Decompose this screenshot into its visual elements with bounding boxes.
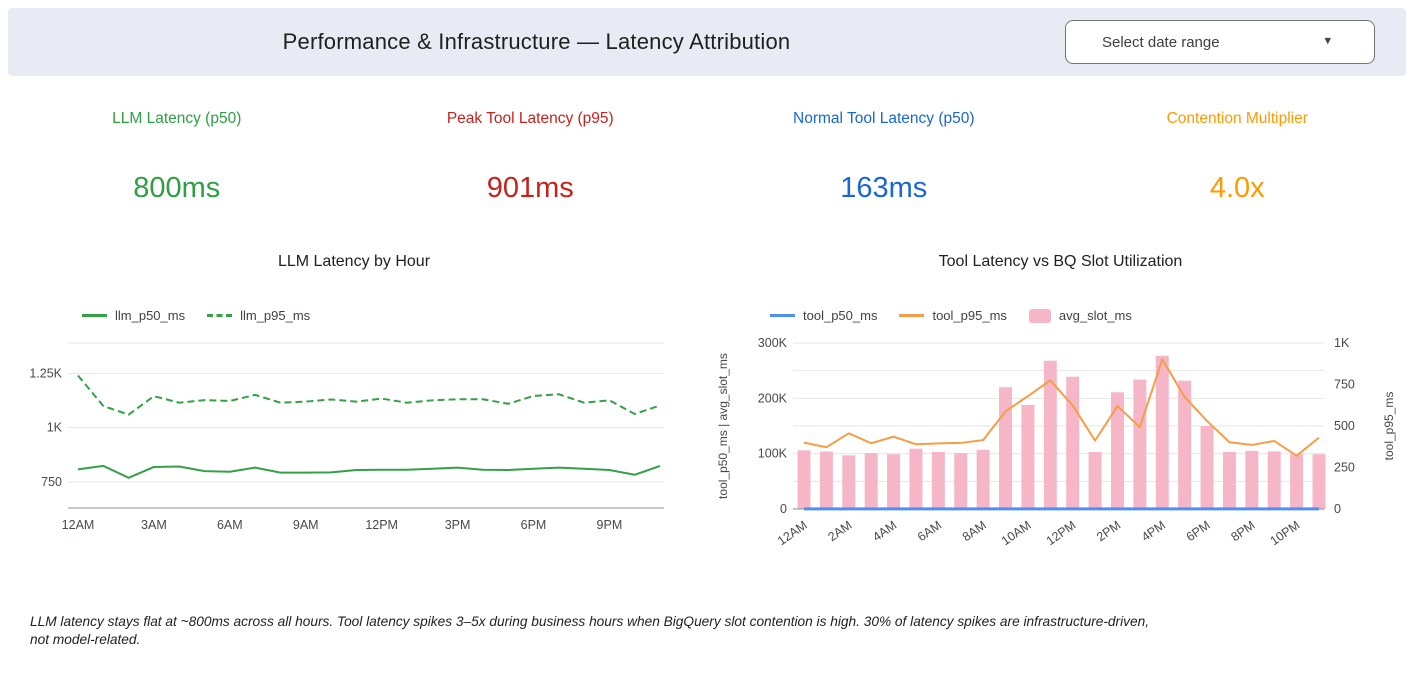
scorecard-peak-tool-latency-p95: Peak Tool Latency (p95) 901ms [354,100,708,205]
solid-line-swatch-icon [82,314,107,317]
scorecard-label: Normal Tool Latency (p50) [793,110,975,127]
date-range-label: Select date range [1102,33,1220,51]
svg-text:10PM: 10PM [1268,518,1303,548]
chart-legend: tool_p50_ms tool_p95_ms avg_slot_ms [770,308,1132,323]
legend-label: tool_p95_ms [932,308,1007,323]
svg-text:6AM: 6AM [217,518,243,532]
svg-text:4PM: 4PM [1139,518,1168,544]
page-title: Performance & Infrastructure — Latency A… [282,29,791,54]
chevron-down-icon: ▾ [1324,32,1331,48]
svg-text:8PM: 8PM [1228,518,1257,544]
svg-text:6PM: 6PM [521,518,547,532]
scorecard-normal-tool-latency-p50: Normal Tool Latency (p50) 163ms [707,100,1061,205]
legend-item-llm-p95: llm_p95_ms [207,308,310,323]
legend-label: llm_p50_ms [115,308,186,323]
solid-line-swatch-icon [770,314,795,317]
header-band: Performance & Infrastructure — Latency A… [8,8,1406,76]
legend-label: avg_slot_ms [1058,308,1132,323]
date-range-selector[interactable]: Select date range ▾ [1065,20,1375,64]
scorecard-label: Contention Multiplier [1166,110,1308,127]
svg-text:6PM: 6PM [1184,518,1213,544]
svg-text:3PM: 3PM [445,518,471,532]
insight-line-2: not model-related. [30,632,141,648]
svg-text:200K: 200K [758,391,788,405]
svg-text:100K: 100K [758,447,788,461]
legend-item-tool-p95: tool_p95_ms [899,308,1007,323]
dashed-line-swatch-icon [207,314,233,317]
svg-text:500: 500 [1334,419,1355,433]
chart-title: Tool Latency vs BQ Slot Utilization [938,253,1183,270]
scorecard-label: Peak Tool Latency (p95) [446,110,614,127]
svg-text:12PM: 12PM [365,518,398,532]
svg-text:300K: 300K [758,336,788,350]
svg-text:1.25K: 1.25K [29,366,62,380]
svg-text:2PM: 2PM [1094,518,1123,544]
legend-label: tool_p50_ms [803,308,878,323]
chart-title: LLM Latency by Hour [277,253,431,270]
svg-text:6AM: 6AM [915,518,944,544]
svg-text:tool_p50_ms | avg_slot_ms: tool_p50_ms | avg_slot_ms [716,353,730,499]
tool-latency-plot: 0 100K 200K 300K 0 250 500 750 1K tool_p50_ms | a… [716,336,1396,548]
svg-text:tool_p95_ms: tool_p95_ms [1382,392,1396,461]
svg-text:750: 750 [1334,378,1355,392]
tool-latency-chart-panel: 0 100K 200K 300K 0 250 500 750 1K tool_p50_ms | a… [707,245,1414,575]
svg-text:250: 250 [1334,461,1355,475]
legend-item-llm-p50: llm_p50_ms [82,308,185,323]
svg-text:12AM: 12AM [775,518,810,548]
svg-text:2AM: 2AM [825,518,854,544]
svg-text:4AM: 4AM [870,518,899,544]
chart-legend: llm_p50_ms llm_p95_ms [82,308,310,323]
svg-text:750: 750 [41,475,62,489]
svg-text:10AM: 10AM [999,518,1034,548]
svg-text:1K: 1K [47,421,63,435]
svg-text:0: 0 [780,502,787,516]
svg-text:0: 0 [1334,502,1341,516]
svg-text:12PM: 12PM [1044,518,1079,548]
bar-swatch-icon [1028,308,1051,323]
legend-item-avg-slot: avg_slot_ms [1028,308,1132,323]
scorecard-value: 800ms [133,172,221,204]
scorecard-value: 4.0x [1209,172,1265,204]
insight-line-1: LLM latency stays flat at ~800ms across … [30,614,1150,629]
scorecard-label: LLM Latency (p50) [112,110,242,127]
svg-text:9AM: 9AM [293,518,319,532]
scorecard-value: 901ms [486,172,574,204]
scorecard-row: LLM Latency (p50) 800ms Peak Tool Latenc… [0,100,1414,205]
insight-text: LLM latency stays flat at ~800ms across … [30,613,1398,650]
svg-text:9PM: 9PM [597,518,623,532]
legend-item-tool-p50: tool_p50_ms [770,308,877,323]
llm-latency-plot: 750 1K 1.25K 12AM 3AM 6AM 9AM 12PM 3PM 6PM 9PM [29,342,664,532]
solid-line-swatch-icon [899,314,925,317]
llm-latency-chart-panel: 750 1K 1.25K 12AM 3AM 6AM 9AM 12PM 3PM 6PM 9PM LLM… [8,245,700,575]
svg-text:3AM: 3AM [141,518,167,532]
scorecard-llm-latency-p50: LLM Latency (p50) 800ms [0,100,354,205]
svg-text:1K: 1K [1334,336,1350,350]
svg-text:12AM: 12AM [62,518,95,532]
legend-label: llm_p95_ms [240,308,311,323]
scorecard-contention-multiplier: Contention Multiplier 4.0x [1061,100,1414,205]
svg-text:8AM: 8AM [960,518,989,544]
scorecard-value: 163ms [840,172,928,204]
